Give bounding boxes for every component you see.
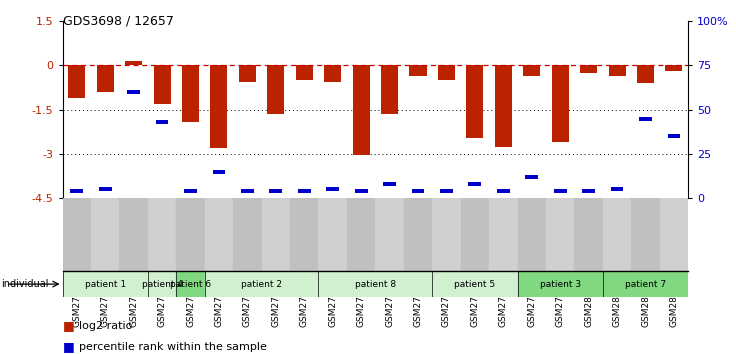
Bar — [296, 65, 313, 80]
Text: percentile rank within the sample: percentile rank within the sample — [79, 342, 266, 352]
Bar — [154, 65, 171, 104]
Bar — [71, 189, 83, 193]
Bar — [375, 198, 404, 271]
Bar — [261, 198, 290, 271]
Bar — [553, 189, 567, 193]
Bar — [91, 198, 119, 271]
Bar — [353, 65, 369, 155]
Text: patient 7: patient 7 — [625, 280, 666, 289]
Bar — [119, 198, 148, 271]
Bar — [582, 189, 595, 193]
Bar — [432, 271, 517, 297]
Bar — [63, 271, 148, 297]
Text: ■: ■ — [63, 341, 74, 353]
Text: individual: individual — [1, 279, 49, 289]
Text: patient 3: patient 3 — [539, 280, 581, 289]
Bar — [603, 198, 631, 271]
Bar — [668, 135, 680, 138]
Bar — [148, 271, 177, 297]
Bar — [517, 271, 603, 297]
Bar — [184, 189, 197, 193]
Bar — [205, 271, 319, 297]
Bar — [526, 175, 538, 179]
Bar — [467, 65, 484, 138]
Bar — [404, 198, 432, 271]
Bar — [148, 198, 177, 271]
Bar — [205, 198, 233, 271]
Text: log2 ratio: log2 ratio — [79, 321, 132, 331]
Bar — [495, 65, 512, 147]
Text: patient 1: patient 1 — [85, 280, 126, 289]
Bar — [440, 189, 453, 193]
Bar — [290, 198, 319, 271]
Bar — [241, 189, 254, 193]
Text: patient 4: patient 4 — [141, 280, 183, 289]
Bar — [438, 65, 455, 80]
Bar — [269, 189, 282, 193]
Bar — [639, 117, 652, 120]
Bar — [574, 198, 603, 271]
Text: patient 5: patient 5 — [454, 280, 495, 289]
Bar — [461, 198, 489, 271]
Bar — [381, 65, 398, 114]
Text: ■: ■ — [63, 319, 74, 332]
Bar — [609, 65, 626, 76]
Text: patient 6: patient 6 — [170, 280, 211, 289]
Bar — [319, 198, 347, 271]
Bar — [63, 198, 91, 271]
Bar — [125, 61, 142, 65]
Bar — [177, 198, 205, 271]
Bar — [432, 198, 461, 271]
Bar — [631, 198, 659, 271]
Bar — [239, 65, 256, 82]
Bar — [469, 182, 481, 186]
Bar — [210, 65, 227, 148]
Text: GDS3698 / 12657: GDS3698 / 12657 — [63, 14, 174, 27]
Text: patient 2: patient 2 — [241, 280, 282, 289]
Bar — [96, 65, 114, 92]
Bar — [546, 198, 574, 271]
Bar — [156, 120, 169, 124]
Bar — [489, 198, 517, 271]
Bar — [411, 189, 425, 193]
Bar — [517, 198, 546, 271]
Bar — [319, 271, 432, 297]
Bar — [347, 198, 375, 271]
Bar — [580, 65, 597, 73]
Bar — [127, 90, 140, 94]
Bar — [233, 198, 261, 271]
Bar — [497, 189, 510, 193]
Bar — [267, 65, 284, 114]
Bar — [383, 182, 396, 186]
Bar — [603, 271, 688, 297]
Bar — [298, 189, 311, 193]
Text: patient 8: patient 8 — [355, 280, 396, 289]
Bar — [611, 188, 623, 191]
Bar — [324, 65, 342, 82]
Bar — [182, 65, 199, 121]
Bar — [637, 65, 654, 83]
Bar — [177, 271, 205, 297]
Bar — [409, 65, 427, 76]
Bar — [213, 170, 225, 173]
Bar — [659, 198, 688, 271]
Bar — [326, 188, 339, 191]
Bar — [355, 189, 367, 193]
Bar — [68, 65, 85, 98]
Bar — [552, 65, 569, 142]
Bar — [523, 65, 540, 76]
Bar — [665, 65, 682, 72]
Bar — [99, 188, 112, 191]
